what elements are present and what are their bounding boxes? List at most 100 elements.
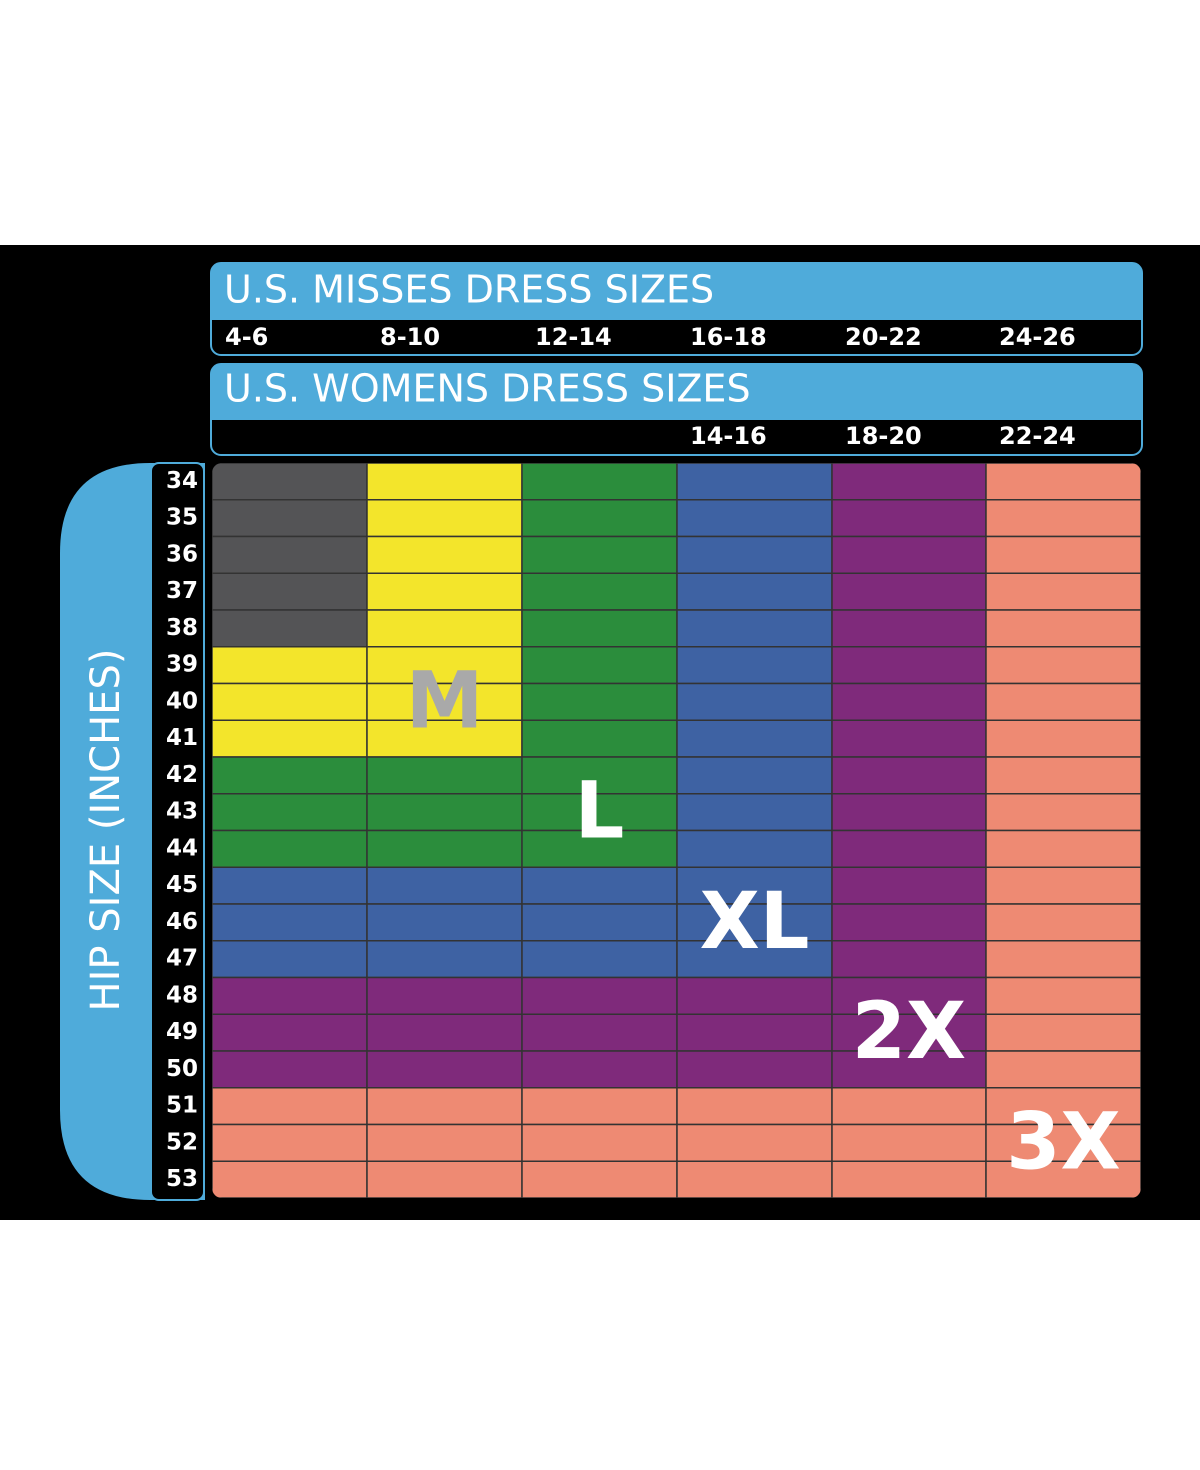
size-cell	[366, 976, 523, 1015]
hip-size: 34	[166, 468, 198, 494]
size-cell	[985, 1160, 1141, 1198]
size-cell	[366, 1160, 523, 1198]
size-cell	[831, 829, 987, 868]
misses-size: 4-6	[225, 323, 268, 351]
size-label: M	[406, 656, 484, 746]
size-cell	[212, 1087, 368, 1126]
size-cell	[676, 682, 833, 721]
hip-size: 53	[166, 1166, 198, 1192]
size-cell	[212, 903, 368, 942]
size-cell	[676, 756, 833, 795]
hip-size: 42	[166, 762, 198, 788]
size-cell	[676, 609, 833, 648]
size-cell	[212, 1050, 368, 1089]
size-cell	[521, 1050, 678, 1089]
size-cell	[212, 682, 368, 721]
size-label: L	[575, 767, 625, 857]
hip-size: 48	[166, 982, 198, 1008]
size-cell	[366, 756, 523, 795]
size-cell	[521, 682, 678, 721]
size-cell	[985, 463, 1141, 501]
size-cell	[985, 719, 1141, 758]
size-cell	[831, 719, 987, 758]
misses-title: U.S. MISSES DRESS SIZES	[224, 268, 714, 312]
misses-size: 12-14	[535, 323, 612, 351]
womens-size: 18-20	[845, 422, 922, 450]
size-cell	[212, 976, 368, 1015]
size-cell	[831, 1123, 987, 1162]
size-cell	[831, 499, 987, 538]
hip-size: 47	[166, 946, 198, 972]
size-cell	[985, 829, 1141, 868]
size-cell	[366, 866, 523, 905]
size-cell	[676, 499, 833, 538]
size-cell	[985, 1123, 1141, 1162]
hip-size: 49	[166, 1019, 198, 1045]
size-cell	[366, 609, 523, 648]
size-cell	[676, 719, 833, 758]
hip-size: 35	[166, 505, 198, 531]
size-cell	[212, 719, 368, 758]
misses-size: 16-18	[690, 323, 767, 351]
size-cell	[212, 940, 368, 979]
size-cell	[676, 646, 833, 685]
size-cell	[521, 940, 678, 979]
size-cell	[212, 499, 368, 538]
size-label: 2X	[852, 987, 966, 1077]
hip-size: 38	[166, 615, 198, 641]
size-cell	[985, 682, 1141, 721]
size-cell	[521, 1087, 678, 1126]
womens-title: U.S. WOMENS DRESS SIZES	[224, 367, 751, 411]
size-cell	[521, 903, 678, 942]
hip-size: 44	[166, 835, 198, 861]
size-cell	[985, 646, 1141, 685]
size-cell	[366, 499, 523, 538]
size-cell	[366, 1123, 523, 1162]
size-cell	[831, 976, 987, 1015]
size-cell	[212, 1160, 368, 1198]
size-cell	[985, 1050, 1141, 1089]
hip-size: 41	[166, 725, 198, 751]
size-cell	[831, 609, 987, 648]
size-cell	[676, 1013, 833, 1052]
size-cell	[212, 572, 368, 611]
size-cell	[676, 793, 833, 832]
size-cell	[676, 976, 833, 1015]
size-label: XL	[700, 877, 810, 967]
size-cell	[831, 940, 987, 979]
size-cell	[366, 1050, 523, 1089]
size-cell	[676, 535, 833, 574]
size-cell	[985, 940, 1141, 979]
size-cell	[366, 463, 523, 501]
womens-size: 14-16	[690, 422, 767, 450]
hip-size: 50	[166, 1056, 198, 1082]
size-cell	[212, 609, 368, 648]
size-cell	[831, 866, 987, 905]
hip-size: 37	[166, 578, 198, 604]
size-cell	[521, 1160, 678, 1198]
size-cell	[521, 1013, 678, 1052]
size-cell	[521, 463, 678, 501]
misses-size: 8-10	[380, 323, 440, 351]
size-cell	[831, 1160, 987, 1198]
size-cell	[366, 829, 523, 868]
size-cell	[831, 535, 987, 574]
size-cell	[366, 940, 523, 979]
hip-title: HIP SIZE (INCHES)	[83, 649, 129, 1012]
size-cell	[676, 572, 833, 611]
womens-header-band	[211, 364, 1142, 420]
size-cell	[676, 1087, 833, 1126]
size-cell	[521, 646, 678, 685]
size-cell	[676, 866, 833, 905]
hip-size: 45	[166, 872, 198, 898]
size-cell	[521, 572, 678, 611]
size-cell	[366, 1087, 523, 1126]
size-cell	[985, 976, 1141, 1015]
womens-size: 22-24	[999, 422, 1076, 450]
size-cell	[212, 1123, 368, 1162]
size-cell	[831, 1013, 987, 1052]
size-cell	[676, 1123, 833, 1162]
size-cell	[831, 756, 987, 795]
cells	[212, 463, 1141, 1198]
size-cell	[521, 609, 678, 648]
